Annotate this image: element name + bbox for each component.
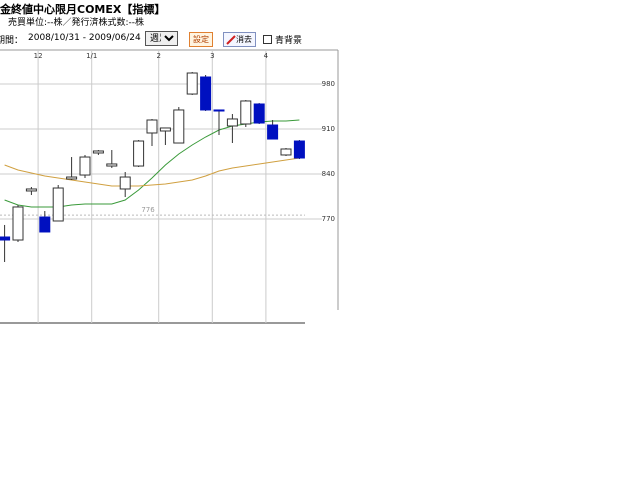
candle-body bbox=[240, 100, 252, 125]
period: 2008/10/31 - 2009/06/24 bbox=[28, 33, 141, 43]
clear-label: 消去 bbox=[236, 35, 252, 44]
candle-body bbox=[293, 140, 305, 159]
interval-select[interactable]: 週足 bbox=[145, 31, 178, 46]
candle-body bbox=[280, 148, 292, 156]
candle-body bbox=[133, 140, 145, 167]
candle-body bbox=[213, 109, 225, 112]
checkbox-box[interactable] bbox=[263, 35, 272, 44]
candle-body bbox=[186, 72, 198, 95]
candle-body bbox=[253, 103, 265, 124]
candle-body bbox=[146, 119, 158, 134]
blue-bg-checkbox[interactable]: 青背景 bbox=[263, 33, 302, 46]
set-button[interactable]: 設定 bbox=[189, 32, 213, 47]
page-title: 金終値中心限月COMEX【指標】 bbox=[0, 3, 166, 16]
x-tick-label: 2 bbox=[156, 52, 160, 60]
y-tick-label: 770 bbox=[322, 215, 335, 223]
clear-button[interactable]: 消去 bbox=[223, 32, 256, 47]
clear-icon bbox=[226, 34, 236, 45]
candle-body bbox=[39, 216, 51, 233]
candle-body bbox=[200, 76, 212, 111]
candle-body bbox=[92, 150, 104, 154]
candle-body bbox=[12, 206, 24, 241]
x-tick-label: 12 bbox=[34, 52, 43, 60]
candle-body bbox=[226, 118, 238, 127]
y-tick-label: 980 bbox=[322, 80, 335, 88]
candle-body bbox=[267, 124, 279, 140]
x-tick-label: 3 bbox=[210, 52, 214, 60]
checkbox-label: 青背景 bbox=[275, 36, 303, 46]
moving-average-line bbox=[4, 157, 300, 187]
period-label: 期間： bbox=[0, 36, 24, 46]
subtitle: 売買単位:--株／発行済株式数:--株 bbox=[8, 18, 145, 28]
candle-body bbox=[173, 109, 185, 144]
marker-label: 776 bbox=[141, 206, 155, 214]
candle-body bbox=[0, 236, 11, 241]
x-tick-label: 1/1 bbox=[86, 52, 97, 60]
candle-body bbox=[159, 127, 171, 132]
candle-body bbox=[25, 188, 37, 192]
candle-body bbox=[106, 163, 118, 167]
candle-body bbox=[119, 176, 131, 190]
candle-body bbox=[79, 156, 91, 176]
x-tick-label: 4 bbox=[264, 52, 269, 60]
y-tick-label: 840 bbox=[322, 170, 335, 178]
candle-body bbox=[52, 187, 64, 222]
y-tick-label: 910 bbox=[322, 125, 335, 133]
candle-body bbox=[66, 176, 78, 180]
